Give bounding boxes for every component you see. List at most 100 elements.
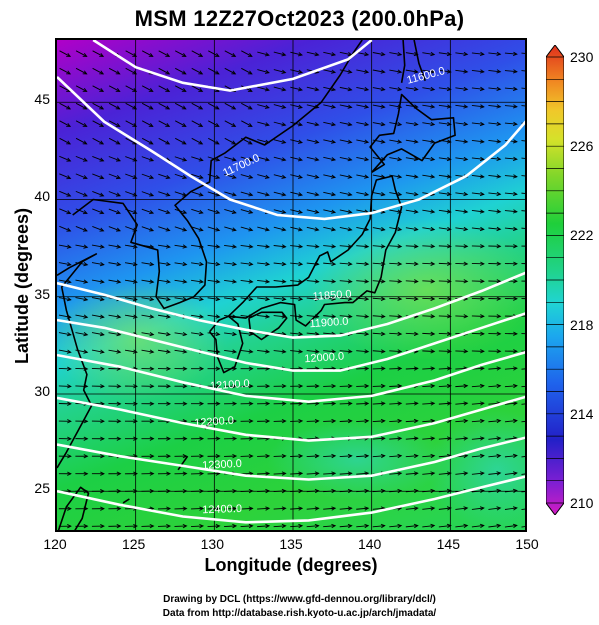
wind-arrow: [108, 208, 121, 214]
wind-arrow: [207, 226, 220, 231]
wind-arrowhead: [82, 87, 88, 92]
wind-arrow: [207, 208, 220, 214]
wind-arrow: [257, 472, 270, 475]
wind-arrow: [273, 121, 286, 126]
wind-arrowhead: [380, 401, 386, 406]
wind-arrowhead: [512, 174, 518, 179]
wind-arrow: [521, 491, 525, 493]
wind-arrowhead: [314, 331, 320, 337]
wind-arrow: [273, 174, 286, 179]
wind-arrow: [92, 173, 104, 179]
wind-arrow: [422, 420, 435, 423]
wind-arrowhead: [100, 419, 105, 424]
wind-arrowhead: [513, 244, 518, 249]
drawing-credit: Drawing by DCL (https://www.gfd-dennou.o…: [163, 594, 436, 605]
wind-arrowhead: [248, 401, 254, 406]
wind-arrow: [59, 120, 71, 127]
wind-arrowhead: [281, 69, 287, 74]
wind-arrow: [240, 156, 253, 161]
wind-arrowhead: [347, 227, 353, 232]
wind-arrow: [422, 280, 435, 282]
wind-arrow: [323, 226, 336, 231]
wind-arrow: [306, 280, 319, 283]
wind-arrow: [124, 279, 137, 283]
wind-arrowhead: [397, 244, 403, 249]
wind-arrow: [389, 402, 402, 405]
wind-arrowhead: [331, 523, 337, 529]
wind-arrowhead: [199, 314, 204, 319]
wind-arrow: [339, 69, 352, 73]
wind-arrowhead: [67, 524, 72, 529]
wind-arrowhead: [496, 174, 502, 179]
wind-arrowhead: [413, 209, 419, 214]
wind-arrow: [141, 208, 154, 214]
wind-arrowhead: [364, 453, 370, 459]
wind-arrow: [224, 262, 237, 265]
wind-arrowhead: [83, 524, 89, 529]
wind-arrow: [141, 173, 154, 179]
wind-arrow: [339, 297, 352, 300]
wind-arrowhead: [281, 87, 287, 92]
wind-arrow: [208, 67, 220, 75]
wind-arrowhead: [215, 366, 221, 371]
wind-arrow: [521, 87, 525, 89]
wind-arrowhead: [496, 383, 502, 389]
wind-arrowhead: [347, 453, 353, 459]
coastline: [369, 93, 456, 173]
wind-arrow: [372, 297, 385, 300]
wind-arrowhead: [331, 453, 337, 459]
contour-label: 11850.0: [312, 288, 352, 303]
wind-arrow: [405, 402, 418, 405]
wind-arrow: [191, 332, 204, 335]
wind-arrowhead: [116, 210, 122, 215]
wind-arrowhead: [364, 87, 370, 92]
wind-arrowhead: [430, 244, 436, 249]
wind-arrowhead: [99, 210, 105, 215]
wind-arrowhead: [66, 70, 72, 75]
wind-arrowhead: [463, 139, 469, 144]
wind-arrow: [339, 262, 352, 265]
wind-arrowhead: [198, 70, 204, 75]
wind-arrow: [75, 155, 88, 162]
wind-arrow: [471, 367, 484, 370]
wind-arrow: [224, 349, 237, 353]
wind-arrow: [372, 367, 385, 370]
wind-arrow: [339, 455, 352, 458]
wind-arrowhead: [380, 192, 386, 197]
wind-arrowhead: [165, 279, 171, 284]
wind-arrow: [356, 192, 369, 196]
wind-arrow: [224, 525, 237, 528]
wind-arrow: [356, 490, 369, 493]
wind-arrow: [290, 156, 303, 161]
wind-arrow: [257, 525, 270, 528]
wind-arrow: [257, 245, 270, 248]
wind-arrow: [389, 139, 402, 143]
wind-arrow: [257, 104, 270, 109]
wind-arrowhead: [446, 471, 452, 476]
wind-arrowhead: [496, 261, 502, 266]
wind-arrowhead: [199, 471, 205, 476]
wind-arrowhead: [479, 488, 485, 494]
wind-arrowhead: [430, 174, 436, 179]
wind-arrowhead: [132, 349, 138, 354]
wind-arrow: [339, 472, 352, 475]
wind-arrow: [405, 245, 418, 247]
wind-arrowhead: [397, 279, 403, 284]
wind-arrowhead: [463, 51, 469, 57]
wind-arrow: [141, 191, 154, 197]
wind-arrowhead: [83, 279, 89, 284]
wind-arrowhead: [446, 69, 452, 74]
wind-arrowhead: [463, 121, 469, 127]
wind-arrow: [455, 227, 468, 230]
wind-arrowhead: [331, 279, 337, 284]
wind-arrowhead: [66, 297, 72, 302]
wind-arrow: [422, 209, 435, 213]
wind-arrowhead: [248, 436, 254, 441]
contour-line: [57, 76, 525, 221]
wind-arrow: [504, 52, 517, 55]
wind-arrowhead: [214, 70, 220, 75]
colorbar-tick-label: 218: [570, 316, 594, 333]
wind-arrowhead: [214, 122, 220, 127]
wind-arrowhead: [231, 192, 237, 197]
wind-arrow: [504, 385, 517, 388]
